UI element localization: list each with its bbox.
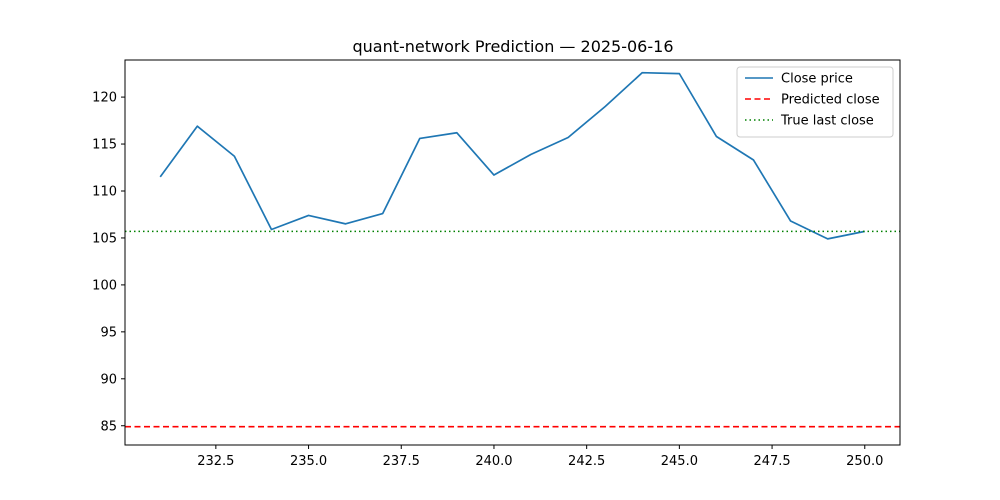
legend-label: Predicted close — [781, 93, 880, 108]
y-tick-label: 95 — [100, 325, 117, 340]
legend-label: Close price — [781, 72, 853, 87]
x-tick-label: 237.5 — [383, 454, 420, 469]
x-tick-label: 242.5 — [568, 454, 605, 469]
y-tick-label: 100 — [92, 278, 117, 293]
y-tick-label: 115 — [92, 138, 117, 153]
x-tick-label: 245.0 — [661, 454, 698, 469]
axes: 232.5 235.0 237.5 240.0 242.5 245.0 247.5 250.0… — [92, 59, 901, 469]
legend-box — [736, 66, 894, 138]
y-tick-label: 105 — [92, 231, 117, 246]
x-tick-label: 250.0 — [846, 454, 883, 469]
y-tick-label: 85 — [100, 419, 117, 434]
legend-label: True last close — [780, 114, 874, 129]
x-tick-label: 235.0 — [290, 454, 327, 469]
x-tick-label: 247.5 — [753, 454, 790, 469]
series-close-price-line — [159, 71, 865, 240]
chart-title: quant-network Prediction — 2025-06-16 — [353, 37, 674, 56]
y-tick-label: 110 — [92, 184, 117, 199]
axes-frame — [124, 59, 901, 446]
x-tick-label: 240.0 — [475, 454, 512, 469]
legend: Close price Predicted close True last clos… — [736, 66, 894, 138]
plot-area — [125, 71, 900, 428]
y-tick-label: 120 — [92, 91, 117, 106]
x-tick-label: 232.5 — [197, 454, 234, 469]
y-tick-label: 90 — [100, 372, 117, 387]
